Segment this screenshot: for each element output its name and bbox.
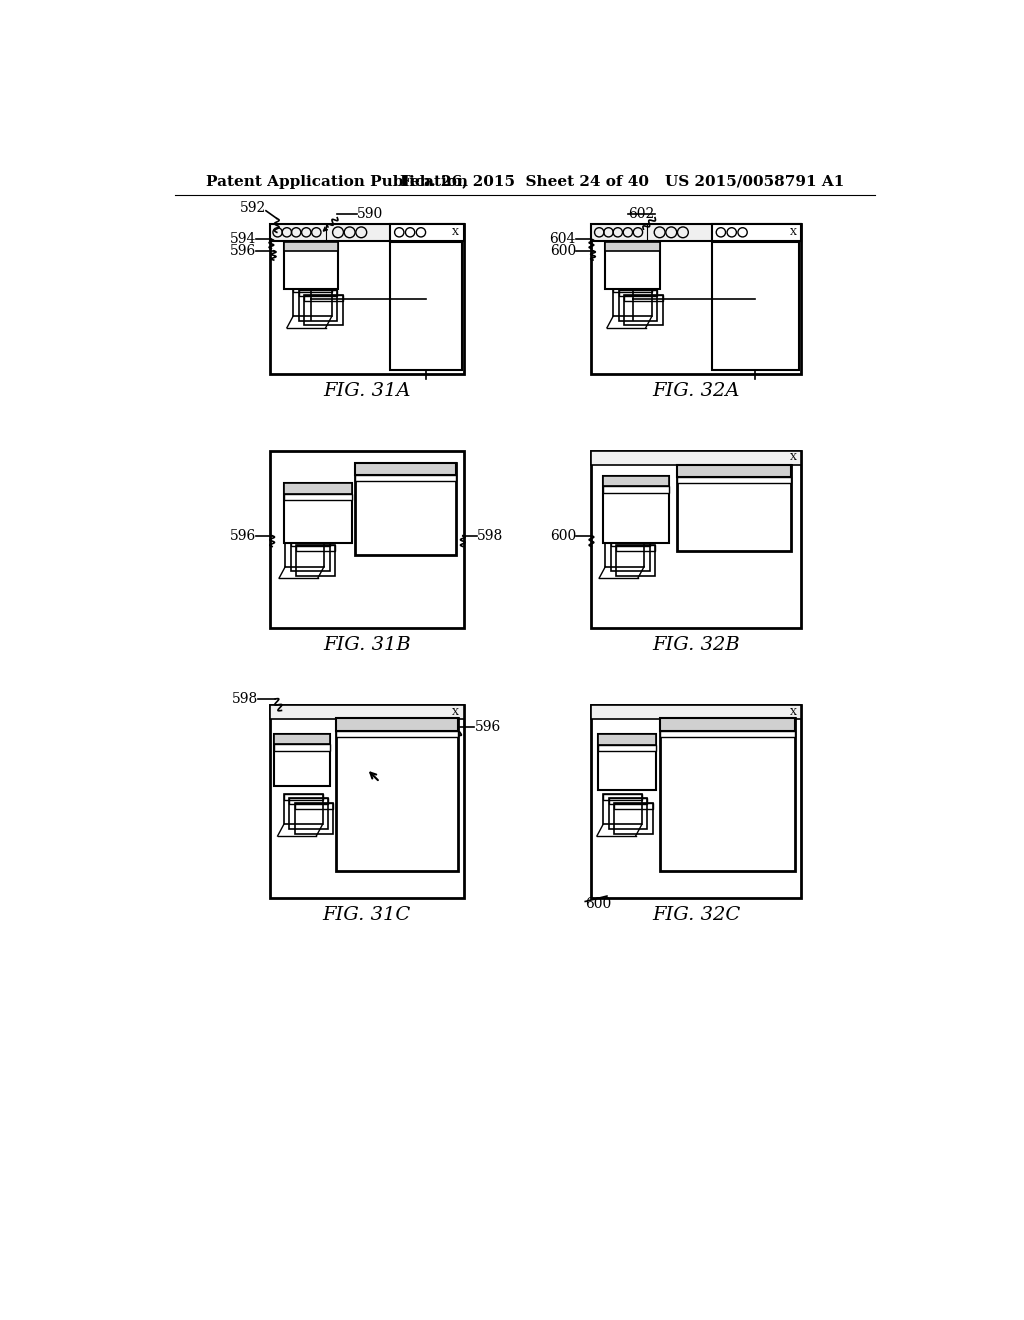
FancyBboxPatch shape <box>659 718 796 871</box>
Text: X: X <box>453 228 460 236</box>
Text: 592: 592 <box>240 202 266 215</box>
FancyBboxPatch shape <box>712 224 801 240</box>
FancyBboxPatch shape <box>592 224 801 240</box>
Text: 600: 600 <box>550 244 575 257</box>
FancyBboxPatch shape <box>677 465 792 552</box>
FancyBboxPatch shape <box>273 744 330 751</box>
Text: 594: 594 <box>229 232 256 247</box>
Text: US 2015/0058791 A1: US 2015/0058791 A1 <box>665 174 844 189</box>
FancyBboxPatch shape <box>336 718 458 871</box>
FancyBboxPatch shape <box>355 462 456 475</box>
FancyBboxPatch shape <box>603 475 669 487</box>
FancyBboxPatch shape <box>592 705 801 719</box>
FancyBboxPatch shape <box>659 730 796 737</box>
FancyBboxPatch shape <box>273 734 330 744</box>
FancyBboxPatch shape <box>598 734 655 744</box>
FancyBboxPatch shape <box>592 224 801 374</box>
Text: Patent Application Publication: Patent Application Publication <box>206 174 468 189</box>
FancyBboxPatch shape <box>284 242 338 251</box>
Text: X: X <box>790 708 797 717</box>
Text: 598: 598 <box>477 529 503 543</box>
FancyBboxPatch shape <box>598 734 655 789</box>
FancyBboxPatch shape <box>605 242 659 251</box>
FancyBboxPatch shape <box>284 483 352 494</box>
FancyBboxPatch shape <box>355 462 456 554</box>
FancyBboxPatch shape <box>603 487 669 492</box>
Text: 590: 590 <box>356 207 383 220</box>
FancyBboxPatch shape <box>592 451 801 628</box>
Text: FIG. 32A: FIG. 32A <box>652 381 739 400</box>
FancyBboxPatch shape <box>270 451 464 628</box>
Text: X: X <box>790 228 797 236</box>
FancyBboxPatch shape <box>390 243 462 370</box>
Text: 596: 596 <box>229 529 256 543</box>
FancyBboxPatch shape <box>336 730 458 737</box>
FancyBboxPatch shape <box>659 718 796 730</box>
FancyBboxPatch shape <box>605 242 659 289</box>
FancyBboxPatch shape <box>712 243 799 370</box>
Text: X: X <box>453 708 460 717</box>
Text: FIG. 32B: FIG. 32B <box>652 636 740 653</box>
Text: FIG. 31C: FIG. 31C <box>323 906 411 924</box>
Text: 596: 596 <box>229 244 256 257</box>
FancyBboxPatch shape <box>592 705 801 898</box>
FancyBboxPatch shape <box>273 734 330 785</box>
FancyBboxPatch shape <box>355 475 456 480</box>
Text: 602: 602 <box>628 207 654 220</box>
FancyBboxPatch shape <box>390 224 464 240</box>
FancyBboxPatch shape <box>284 494 352 500</box>
FancyBboxPatch shape <box>270 705 464 719</box>
FancyBboxPatch shape <box>270 224 464 240</box>
FancyBboxPatch shape <box>284 483 352 544</box>
FancyBboxPatch shape <box>677 478 792 483</box>
Text: 598: 598 <box>232 692 258 706</box>
Text: 600: 600 <box>550 529 575 543</box>
Text: FIG. 31B: FIG. 31B <box>323 636 411 653</box>
FancyBboxPatch shape <box>270 705 464 898</box>
FancyBboxPatch shape <box>677 465 792 478</box>
FancyBboxPatch shape <box>603 475 669 544</box>
Text: 596: 596 <box>474 719 501 734</box>
Text: FIG. 32C: FIG. 32C <box>652 906 740 924</box>
FancyBboxPatch shape <box>592 451 801 465</box>
FancyBboxPatch shape <box>598 744 655 751</box>
Text: 600: 600 <box>586 896 611 911</box>
FancyBboxPatch shape <box>336 718 458 730</box>
Text: Feb. 26, 2015  Sheet 24 of 40: Feb. 26, 2015 Sheet 24 of 40 <box>400 174 649 189</box>
Text: FIG. 31A: FIG. 31A <box>323 381 411 400</box>
FancyBboxPatch shape <box>270 224 464 374</box>
Text: X: X <box>790 454 797 462</box>
FancyBboxPatch shape <box>284 242 338 289</box>
Text: 604: 604 <box>550 232 575 247</box>
